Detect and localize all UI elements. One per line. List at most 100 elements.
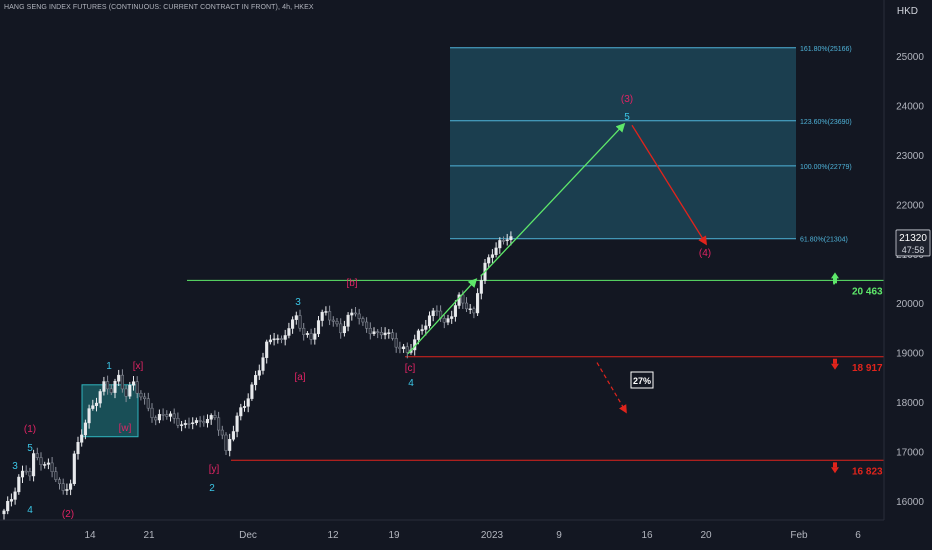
candle	[168, 413, 173, 417]
candle	[294, 315, 298, 320]
candle	[139, 392, 143, 398]
candle	[131, 381, 136, 386]
candle	[357, 313, 361, 319]
candle	[498, 240, 502, 249]
wave-projection-arrow	[407, 278, 478, 355]
level-up-arrow-icon	[833, 277, 837, 284]
wave-label: (2)	[62, 509, 74, 520]
candle	[405, 346, 409, 353]
wave-label: 5	[624, 112, 630, 123]
candle	[124, 388, 128, 397]
candle	[346, 314, 350, 327]
candle	[461, 294, 465, 304]
candle	[180, 424, 184, 426]
candle	[6, 501, 10, 512]
level-label: 16 823	[852, 466, 883, 477]
price-tick-label: 16000	[896, 497, 924, 508]
candle	[254, 375, 258, 386]
price-tick-label: 18000	[896, 398, 924, 409]
wave-projection-arrow	[480, 122, 626, 277]
candle	[39, 457, 43, 466]
candle	[472, 308, 476, 314]
candle	[54, 471, 58, 480]
candle	[109, 388, 113, 393]
candle	[383, 332, 387, 336]
candle	[13, 491, 17, 500]
candle	[194, 420, 198, 423]
candle	[361, 318, 365, 323]
candle	[91, 405, 95, 409]
candle	[72, 453, 76, 484]
candle	[224, 434, 228, 451]
fib-level-label: 161.80%(25166)	[800, 46, 852, 53]
candle	[106, 381, 110, 390]
candle	[464, 302, 469, 310]
candle	[331, 319, 335, 322]
candle	[368, 328, 372, 335]
time-tick-label: 21	[143, 530, 155, 541]
candle	[468, 308, 472, 311]
candle	[394, 338, 398, 348]
candle	[446, 318, 450, 323]
candle	[509, 236, 513, 241]
candle	[450, 316, 454, 319]
time-tick-label: Feb	[790, 530, 808, 541]
candle	[83, 422, 87, 436]
probability-box	[630, 371, 654, 389]
candle	[102, 381, 106, 392]
candle	[283, 335, 287, 340]
level-down-arrow-icon	[831, 467, 839, 474]
candle	[320, 311, 324, 321]
fib-level-label: 61.80%(21304)	[800, 237, 848, 244]
candle	[479, 280, 483, 294]
price-tick-label: 19000	[896, 349, 924, 360]
candle	[209, 415, 213, 420]
candle	[287, 328, 291, 336]
wave-label: 2	[209, 483, 215, 494]
candle	[272, 338, 276, 341]
chart-title: HANG SENG INDEX FUTURES (CONTINUOUS: CUR…	[4, 4, 314, 11]
candle	[442, 318, 446, 323]
candle	[98, 391, 102, 404]
candle	[57, 479, 62, 484]
candle	[424, 325, 428, 330]
candle	[501, 240, 506, 242]
candle	[35, 453, 39, 458]
candle	[305, 333, 309, 335]
wave-label: (4)	[699, 248, 711, 259]
candle	[453, 305, 457, 317]
level-down-arrow-icon	[833, 462, 837, 468]
candle	[335, 321, 339, 325]
candle	[46, 462, 50, 465]
wave-label: [y]	[209, 464, 220, 475]
candle	[120, 374, 124, 390]
candle	[268, 339, 272, 343]
candle	[165, 414, 169, 417]
wave-label: [b]	[346, 278, 357, 289]
candle	[161, 414, 165, 416]
probability-badge: 27%	[630, 371, 654, 389]
price-tick-label: 24000	[896, 101, 924, 112]
candle	[80, 434, 84, 443]
price-tick-label: 25000	[896, 52, 924, 63]
price-tag-box	[895, 229, 931, 257]
candle	[316, 320, 321, 335]
candle	[9, 499, 13, 502]
candle	[309, 333, 313, 340]
candle	[416, 330, 420, 340]
candle	[128, 384, 132, 397]
candle	[183, 423, 187, 425]
candle	[298, 315, 302, 329]
candle	[339, 323, 343, 334]
candle	[2, 510, 6, 515]
level-label: 18 917	[852, 363, 883, 374]
candle	[32, 453, 36, 477]
time-tick-label: Dec	[239, 530, 257, 541]
candle	[150, 407, 154, 418]
time-tick-label: 6	[855, 530, 861, 541]
candle	[69, 483, 73, 490]
probability-label: 27%	[633, 376, 651, 386]
wave-label: (1)	[24, 424, 36, 435]
